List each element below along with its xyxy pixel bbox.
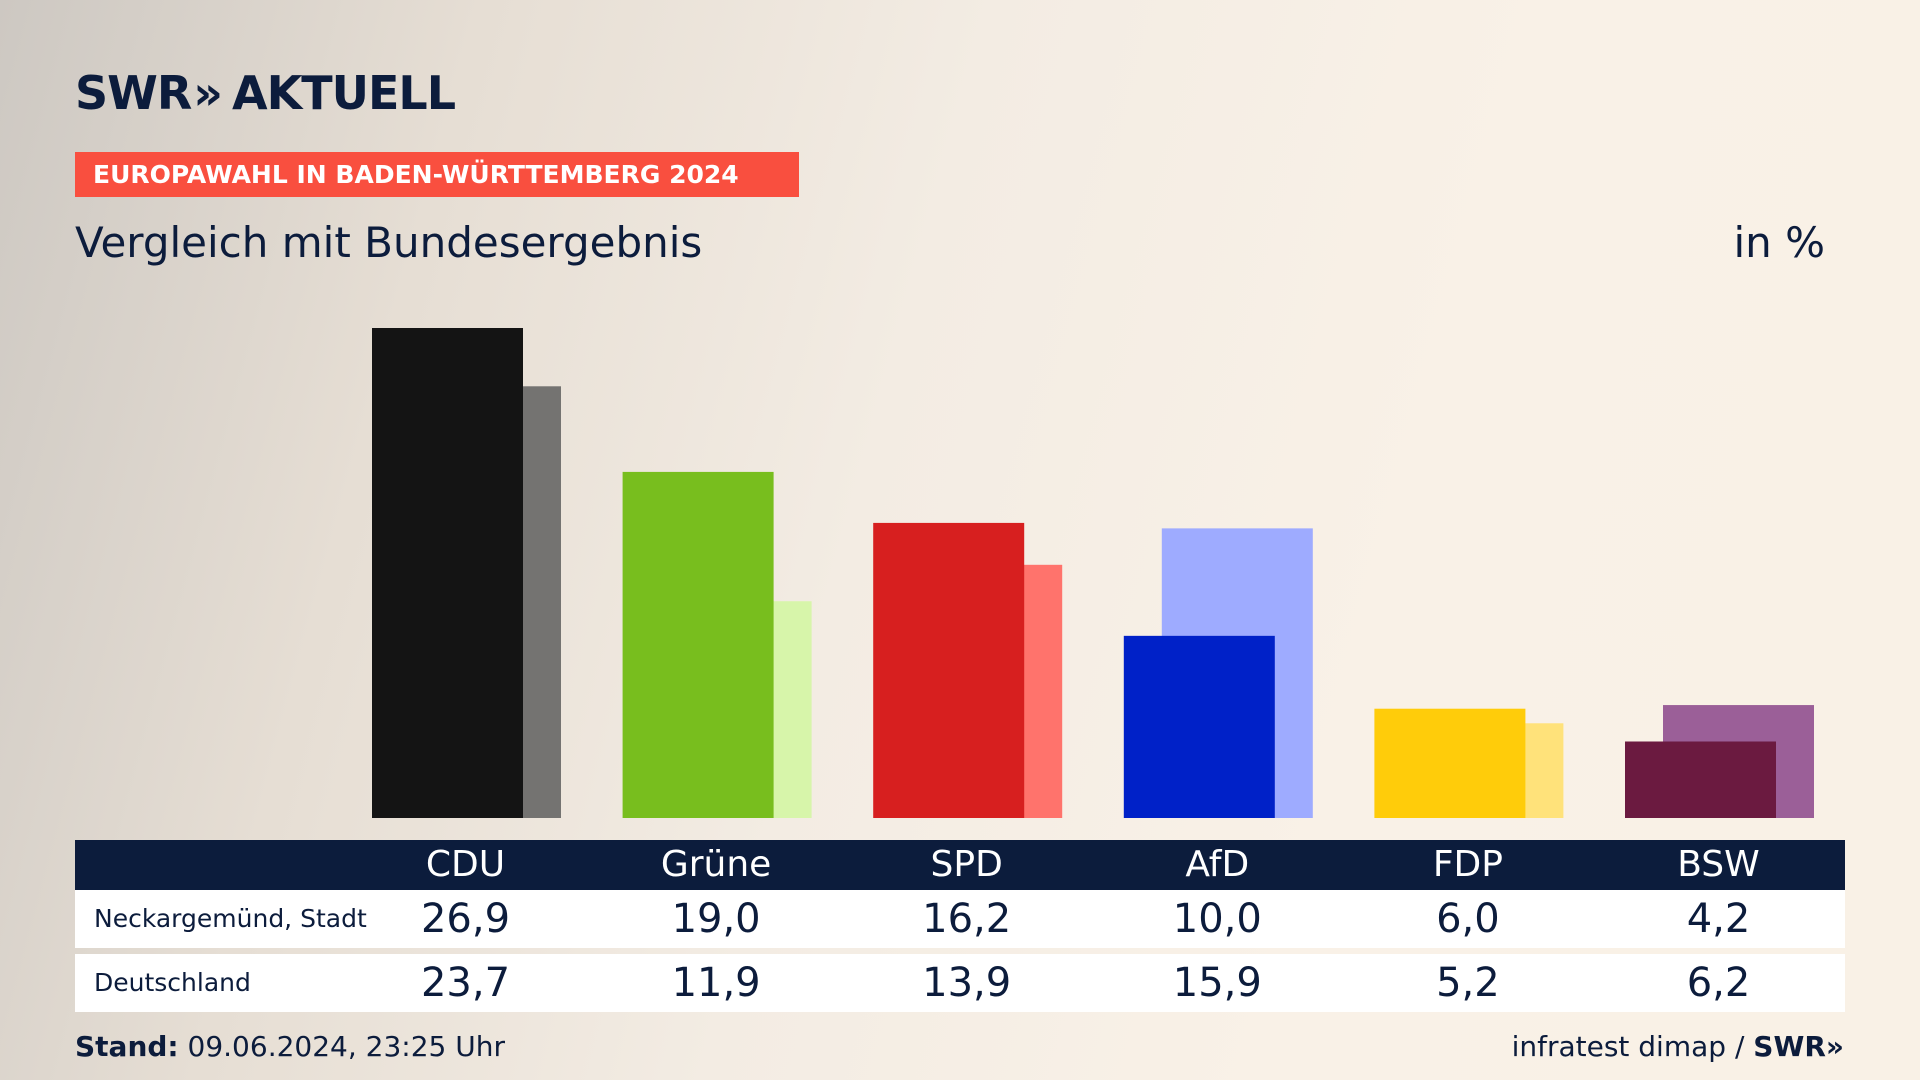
bar-local-bsw xyxy=(1625,741,1776,818)
value-local-spd: 16,2 xyxy=(922,896,1012,942)
bar-local-afd xyxy=(1123,635,1275,818)
row-label-national: Deutschland xyxy=(94,968,251,997)
source-text: infratest dimap / xyxy=(1511,1030,1745,1063)
kicker-banner: EUROPAWAHL IN BADEN-WÜRTTEMBERG 2024 xyxy=(75,152,799,197)
table-row-national: Deutschland 23,7 11,9 13,9 15,9 5,2 6,2 xyxy=(75,954,1845,1012)
bar-local-cdu xyxy=(372,328,523,818)
value-national-afd: 15,9 xyxy=(1172,960,1262,1006)
row-label-local: Neckargemünd, Stadt xyxy=(94,904,367,933)
timestamp: Stand: 09.06.2024, 23:25 Uhr xyxy=(75,1030,505,1063)
value-national-fdp: 5,2 xyxy=(1436,960,1500,1006)
source-credit: infratest dimap / SWR» xyxy=(1512,1030,1844,1063)
logo-swr: SWR xyxy=(75,66,192,120)
value-local-gruene: 19,0 xyxy=(671,896,761,942)
chart-title: Vergleich mit Bundesergebnis xyxy=(75,218,703,267)
value-national-spd: 13,9 xyxy=(922,960,1012,1006)
value-local-fdp: 6,0 xyxy=(1436,896,1500,942)
logo-aktuell: AKTUELL xyxy=(232,66,456,120)
value-national-bsw: 6,2 xyxy=(1686,960,1751,1006)
bar-chart xyxy=(372,328,1814,818)
bar-local-spd xyxy=(873,522,1025,818)
value-national-gruene: 11,9 xyxy=(671,960,761,1006)
table-header: CDU Grüne SPD AfD FDP BSW xyxy=(75,840,1845,890)
logo-chevrons-icon: » xyxy=(193,66,223,120)
source-swr-logo: SWR» xyxy=(1753,1030,1844,1063)
swr-aktuell-logo: SWR» AKTUELL xyxy=(75,66,456,120)
bar-local-gruene xyxy=(622,471,774,818)
party-header-fdp: FDP xyxy=(1432,844,1503,885)
party-header-gruene: Grüne xyxy=(660,844,772,885)
value-local-cdu: 26,9 xyxy=(420,896,511,942)
party-header-spd: SPD xyxy=(930,844,1003,885)
bar-local-fdp xyxy=(1374,708,1526,818)
value-local-afd: 10,0 xyxy=(1172,896,1262,942)
value-local-bsw: 4,2 xyxy=(1686,896,1751,942)
party-header-afd: AfD xyxy=(1185,844,1250,885)
stand-label: Stand: xyxy=(75,1030,179,1063)
value-national-cdu: 23,7 xyxy=(420,960,511,1006)
party-header-bsw: BSW xyxy=(1677,844,1760,885)
party-header-cdu: CDU xyxy=(425,844,506,885)
table-row-local: Neckargemünd, Stadt 26,9 19,0 16,2 10,0 6,0 4… xyxy=(75,890,1845,948)
unit-label: in % xyxy=(1733,218,1825,267)
stand-value: 09.06.2024, 23:25 Uhr xyxy=(187,1030,505,1063)
results-table: CDU Grüne SPD AfD FDP BSW Neckargemünd, Stadt… xyxy=(75,840,1845,1012)
